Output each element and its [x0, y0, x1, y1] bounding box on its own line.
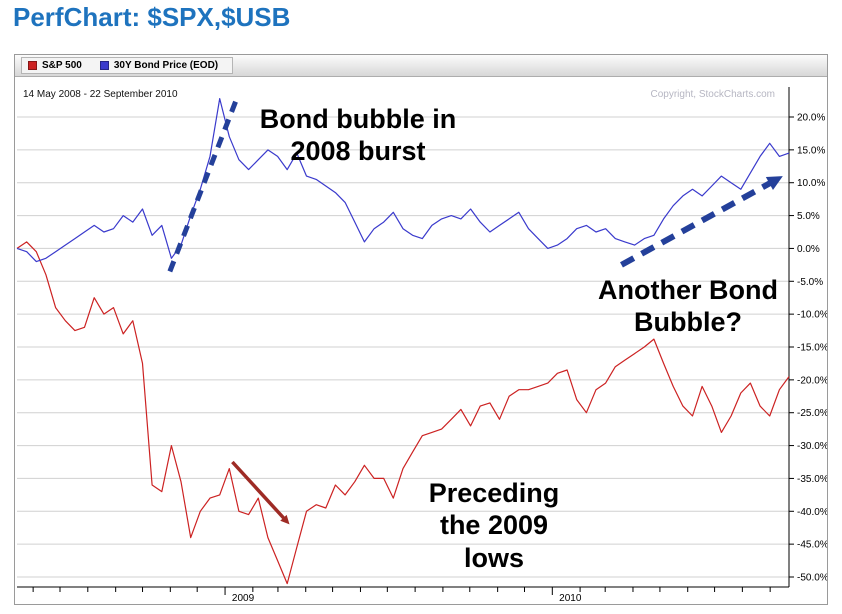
legend-item-label: S&P 500 — [42, 60, 82, 71]
chart-copyright: Copyright, StockCharts.com — [651, 89, 776, 100]
svg-text:-30.0%: -30.0% — [797, 441, 827, 452]
page-title: PerfChart: $SPX,$USB — [13, 2, 291, 32]
series-$SPX — [16, 241, 790, 585]
axis-layer: 20.0% 15.0% 10.0% 5.0% 0.0% -5.0% -10.0% -15.0%… — [17, 87, 827, 603]
svg-text:-20.0%: -20.0% — [797, 375, 827, 386]
bond-peak-arrow — [167, 99, 239, 273]
svg-text:-50.0%: -50.0% — [797, 573, 827, 584]
svg-text:15.0%: 15.0% — [797, 145, 825, 156]
annotation-arrows-layer — [167, 99, 783, 525]
legend-bar: S&P 500 30Y Bond Price (EOD) — [15, 55, 827, 77]
legend-item-spx[interactable]: S&P 500 — [28, 60, 82, 71]
svg-text:-35.0%: -35.0% — [797, 474, 827, 485]
svg-text:2009: 2009 — [232, 593, 255, 603]
svg-text:5.0%: 5.0% — [797, 211, 820, 222]
another-bubble-arrow — [620, 178, 776, 268]
svg-text:0.0%: 0.0% — [797, 244, 820, 255]
legend-item-label: 30Y Bond Price (EOD) — [113, 60, 219, 71]
preceding-lows-arrow-head — [280, 514, 290, 525]
series-layer — [16, 98, 790, 585]
svg-text:-40.0%: -40.0% — [797, 507, 827, 518]
svg-text:20.0%: 20.0% — [797, 113, 825, 124]
chart-panel: S&P 500 30Y Bond Price (EOD) 20.0% 15.0% 1… — [14, 54, 828, 605]
svg-text:-15.0%: -15.0% — [797, 343, 827, 354]
svg-text:2010: 2010 — [559, 593, 582, 603]
legend-item-usb[interactable]: 30Y Bond Price (EOD) — [99, 60, 219, 71]
svg-text:-45.0%: -45.0% — [797, 540, 827, 551]
svg-text:-25.0%: -25.0% — [797, 408, 827, 419]
another-bubble-arrow-head — [765, 176, 783, 190]
legend-box: S&P 500 30Y Bond Price (EOD) — [21, 57, 234, 74]
spx-color-swatch — [28, 61, 37, 70]
usb-color-swatch — [99, 61, 109, 70]
svg-text:-10.0%: -10.0% — [797, 310, 827, 321]
svg-text:-5.0%: -5.0% — [797, 277, 823, 288]
performance-chart: 20.0% 15.0% 10.0% 5.0% 0.0% -5.0% -10.0% -15.0%… — [16, 87, 827, 603]
chart-date-range: 14 May 2008 - 22 September 2010 — [23, 89, 178, 100]
preceding-lows-arrow — [231, 460, 287, 522]
grid-layer — [17, 116, 789, 578]
series-$USB — [16, 98, 790, 263]
svg-text:10.0%: 10.0% — [797, 178, 825, 189]
